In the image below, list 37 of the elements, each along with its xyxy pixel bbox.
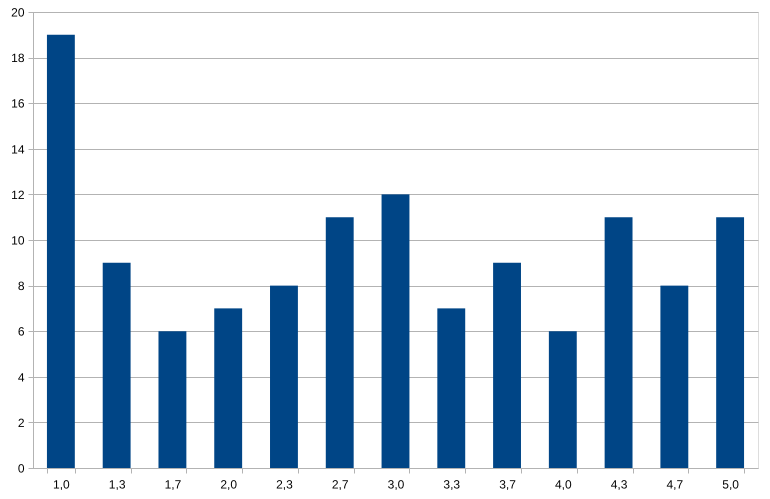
y-tick-label: 8 [18, 279, 25, 294]
y-tick-label: 20 [11, 6, 25, 20]
x-tick-label: 5,0 [722, 478, 740, 492]
y-tick-label: 2 [18, 416, 25, 430]
x-tick-label: 1,0 [53, 478, 70, 492]
y-tick-label: 4 [18, 370, 25, 384]
bar [548, 331, 577, 468]
x-tick-label: 4,3 [610, 478, 628, 492]
bar [102, 262, 131, 468]
bar [437, 308, 466, 468]
bar [493, 262, 521, 468]
x-tick-label: 3,3 [443, 478, 460, 492]
x-tick-label: 3,0 [388, 478, 405, 492]
bar [158, 331, 186, 468]
x-tick-label: 2,7 [332, 478, 349, 492]
x-tick-label: 2,3 [276, 478, 294, 492]
bar [270, 286, 298, 468]
y-tick-label: 12 [11, 188, 25, 202]
x-tick-label: 2,0 [220, 478, 238, 492]
bar [604, 217, 633, 468]
y-tick-label: 10 [11, 234, 25, 248]
bar [46, 34, 75, 468]
y-tick-label: 18 [11, 51, 25, 66]
x-tick-label: 1,7 [164, 478, 182, 492]
y-tick-label: 6 [18, 324, 25, 339]
y-tick-label: 0 [18, 462, 25, 476]
y-tick-label: 14 [11, 142, 25, 156]
bar [660, 286, 688, 468]
bar [382, 194, 410, 468]
y-tick-label: 16 [11, 96, 25, 111]
x-tick-label: 3,7 [499, 478, 516, 492]
bar [716, 217, 744, 468]
x-tick-label: 4,0 [554, 478, 572, 492]
x-tick-label: 4,7 [666, 478, 684, 492]
bar [326, 217, 354, 468]
x-tick-label: 1,3 [108, 478, 126, 492]
bar [214, 308, 242, 468]
